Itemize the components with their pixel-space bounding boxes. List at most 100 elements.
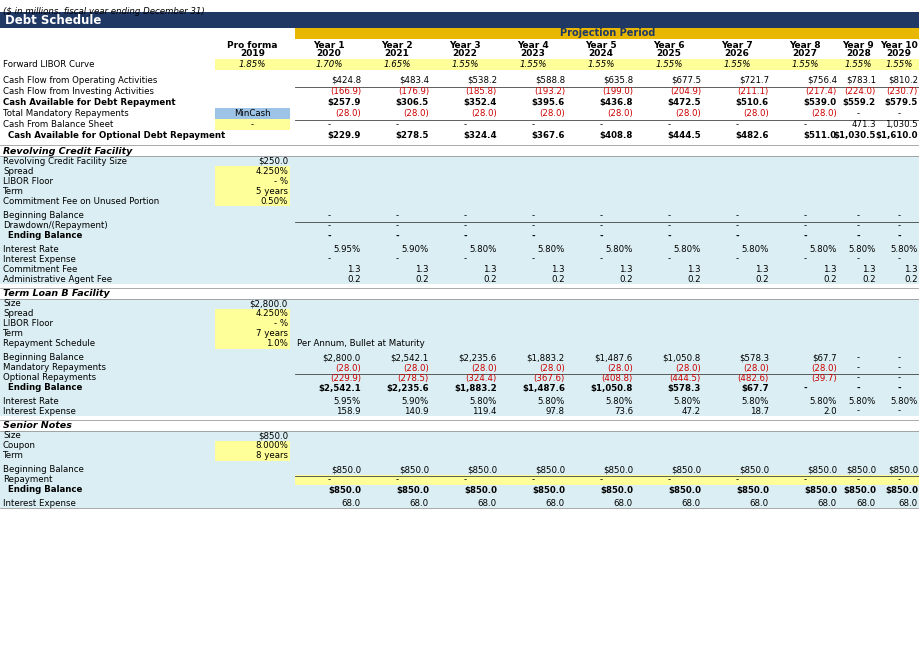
- Text: Senior Notes: Senior Notes: [3, 422, 72, 430]
- Text: $367.6: $367.6: [531, 131, 564, 140]
- Text: (211.1): (211.1): [737, 87, 768, 96]
- Text: -: -: [802, 476, 806, 484]
- Text: (28.0): (28.0): [403, 364, 428, 372]
- Text: Commitment Fee: Commitment Fee: [3, 264, 77, 273]
- Text: $1,050.8: $1,050.8: [590, 384, 632, 393]
- Text: $352.4: $352.4: [463, 98, 496, 107]
- Text: $424.8: $424.8: [331, 76, 360, 85]
- Text: $2,800.0: $2,800.0: [249, 299, 288, 308]
- Text: 2020: 2020: [316, 49, 341, 59]
- Text: 5.80%: 5.80%: [673, 397, 700, 405]
- Text: -: -: [896, 254, 900, 264]
- Bar: [215, 309, 289, 319]
- Text: - %: - %: [274, 177, 288, 185]
- Text: -: -: [327, 221, 330, 231]
- Text: -: -: [896, 476, 900, 484]
- Text: -: -: [463, 221, 466, 231]
- Text: 73.6: 73.6: [613, 407, 632, 416]
- Bar: [0, 299, 919, 416]
- Text: $850.0: $850.0: [328, 486, 360, 494]
- Text: (408.8): (408.8): [601, 374, 632, 382]
- Text: 5.80%: 5.80%: [847, 244, 875, 254]
- Text: $850.0: $850.0: [884, 486, 917, 494]
- Text: $306.5: $306.5: [395, 98, 428, 107]
- Text: Revolving Credit Facility Size: Revolving Credit Facility Size: [3, 156, 127, 165]
- Text: $588.8: $588.8: [534, 76, 564, 85]
- Text: Cash From Balance Sheet: Cash From Balance Sheet: [3, 120, 113, 129]
- Text: -: -: [251, 120, 254, 129]
- Text: Administrative Agent Fee: Administrative Agent Fee: [3, 275, 112, 283]
- Text: 5.80%: 5.80%: [890, 244, 917, 254]
- Text: -: -: [531, 254, 534, 264]
- Text: (176.9): (176.9): [397, 87, 428, 96]
- Text: 68.0: 68.0: [410, 498, 428, 507]
- Text: $850.0: $850.0: [667, 486, 700, 494]
- Text: 0.2: 0.2: [861, 275, 875, 283]
- Text: $783.1: $783.1: [845, 76, 875, 85]
- Text: 2028: 2028: [845, 49, 870, 59]
- Text: $436.8: $436.8: [599, 98, 632, 107]
- Text: 1.3: 1.3: [861, 264, 875, 273]
- Text: -: -: [896, 212, 900, 221]
- Text: Year 10: Year 10: [879, 42, 917, 51]
- Text: -: -: [395, 476, 398, 484]
- Text: $850.0: $850.0: [738, 465, 768, 474]
- Text: 5.80%: 5.80%: [741, 397, 768, 405]
- Text: $850.0: $850.0: [887, 465, 917, 474]
- Text: -: -: [734, 476, 738, 484]
- Text: Cash Available for Debt Repayment: Cash Available for Debt Repayment: [3, 98, 176, 107]
- Text: $395.6: $395.6: [531, 98, 564, 107]
- Text: 68.0: 68.0: [477, 498, 496, 507]
- Text: 1.55%: 1.55%: [450, 60, 478, 69]
- Text: $511.0: $511.0: [803, 131, 836, 140]
- Bar: [215, 108, 289, 119]
- Bar: [0, 12, 919, 28]
- Text: -: -: [395, 254, 398, 264]
- Text: -: -: [734, 120, 738, 129]
- Text: 1.3: 1.3: [347, 264, 360, 273]
- Text: -: -: [599, 476, 602, 484]
- Text: (28.0): (28.0): [675, 109, 700, 118]
- Text: $1,030.5: $1,030.5: [833, 131, 875, 140]
- Text: 68.0: 68.0: [613, 498, 632, 507]
- Text: Cash Available for Optional Debt Repayment: Cash Available for Optional Debt Repayme…: [8, 131, 225, 140]
- Text: -: -: [395, 212, 398, 221]
- Text: (28.0): (28.0): [539, 109, 564, 118]
- Text: -: -: [896, 364, 900, 372]
- Text: -: -: [666, 231, 670, 241]
- Text: 1.0%: 1.0%: [266, 339, 288, 349]
- Text: $1,487.6: $1,487.6: [594, 353, 632, 362]
- Text: 68.0: 68.0: [817, 498, 836, 507]
- Text: -: -: [599, 120, 602, 129]
- Text: -: -: [734, 254, 738, 264]
- Text: 5.80%: 5.80%: [809, 397, 836, 405]
- Text: -: -: [599, 221, 602, 231]
- Text: $67.7: $67.7: [741, 384, 768, 393]
- Text: (28.0): (28.0): [607, 364, 632, 372]
- Text: 1.3: 1.3: [903, 264, 917, 273]
- Text: $2,800.0: $2,800.0: [323, 353, 360, 362]
- Text: Projection Period: Projection Period: [559, 28, 654, 38]
- Bar: [215, 441, 289, 451]
- Bar: [0, 431, 919, 508]
- Text: 5.80%: 5.80%: [537, 397, 564, 405]
- Text: (230.7): (230.7): [886, 87, 917, 96]
- Text: (324.4): (324.4): [465, 374, 496, 382]
- Text: -: -: [666, 476, 670, 484]
- Text: 1.85%: 1.85%: [239, 60, 266, 69]
- Text: Year 5: Year 5: [584, 42, 616, 51]
- Bar: [215, 59, 919, 70]
- Text: -: -: [599, 212, 602, 221]
- Text: -: -: [666, 120, 670, 129]
- Text: 1.55%: 1.55%: [654, 60, 682, 69]
- Text: ($ in millions, fiscal year ending December 31): ($ in millions, fiscal year ending Decem…: [3, 7, 205, 16]
- Text: 0.2: 0.2: [754, 275, 768, 283]
- Text: $850.0: $850.0: [842, 486, 875, 494]
- Text: 2027: 2027: [791, 49, 817, 59]
- Text: $850.0: $850.0: [463, 486, 496, 494]
- Text: -: -: [856, 254, 859, 264]
- Bar: [215, 176, 289, 186]
- Text: 0.50%: 0.50%: [260, 196, 288, 206]
- Text: 0.2: 0.2: [903, 275, 917, 283]
- Text: 1.70%: 1.70%: [315, 60, 343, 69]
